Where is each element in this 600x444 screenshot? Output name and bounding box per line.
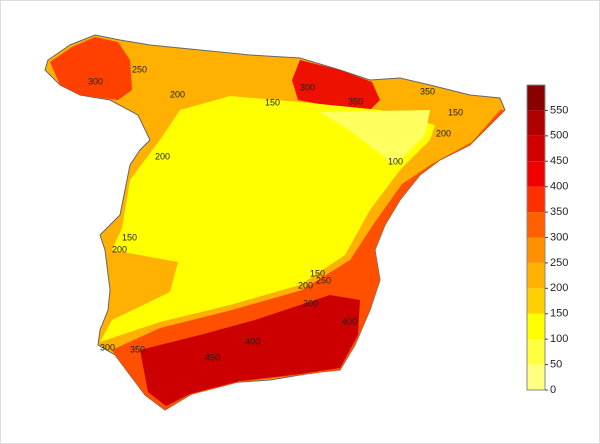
colorbar-box <box>527 364 545 390</box>
region-yellow <box>100 96 435 342</box>
colorbar-label: 550 <box>550 104 568 116</box>
colorbar-label: 300 <box>550 231 568 243</box>
region-south <box>140 295 360 406</box>
colorbar-label: 250 <box>550 257 568 269</box>
colorbar-box <box>527 237 545 263</box>
colorbar-label: 400 <box>550 181 568 193</box>
colorbar-label: 350 <box>550 206 568 218</box>
region-pale <box>320 110 430 165</box>
contour-label: 400 <box>245 336 260 346</box>
contour-label: 300 <box>100 342 115 352</box>
colorbar: 0 50 100 150 200 250 300 350 400 450 500 550 <box>526 84 568 396</box>
contour-label: 350 <box>420 86 435 96</box>
colorbar-box <box>527 339 545 365</box>
contour-label: 200 <box>112 244 127 254</box>
contour-label: 350 <box>130 344 145 354</box>
region-northwest <box>50 37 132 100</box>
contour-label: 200 <box>155 151 170 161</box>
colorbar-box <box>527 288 545 314</box>
colorbar-label: 100 <box>550 333 568 345</box>
colorbar-label: 0 <box>550 384 556 396</box>
colorbar-box <box>527 110 545 136</box>
contour-label: 200 <box>298 280 313 290</box>
contour-label: 350 <box>348 96 363 106</box>
colorbar-box <box>527 135 545 162</box>
spain-map <box>44 34 506 411</box>
region-north <box>292 60 380 112</box>
colorbar-box <box>527 186 545 213</box>
contour-label: 200 <box>170 89 185 99</box>
colorbar-label: 450 <box>550 155 568 167</box>
contour-label: 400 <box>342 316 357 326</box>
colorbar-label: 500 <box>550 130 568 142</box>
contour-label: 250 <box>316 275 331 285</box>
contour-label: 300 <box>88 76 103 86</box>
colorbar-box <box>527 262 545 289</box>
contour-label: 150 <box>122 232 137 242</box>
colorbar-box <box>527 313 545 340</box>
contour-label: 100 <box>388 156 403 166</box>
colorbar-box <box>527 85 545 111</box>
contour-label: 300 <box>303 298 318 308</box>
colorbar-label: 50 <box>550 358 562 370</box>
contour-label: 150 <box>265 97 280 107</box>
contour-labels: 300 250 200 200 150 300 350 350 150 200 … <box>88 64 463 362</box>
contour-label: 150 <box>310 268 325 278</box>
contour-label: 300 <box>300 82 315 92</box>
colorbar-box <box>527 161 545 187</box>
colorbar-label: 200 <box>550 282 568 294</box>
contour-label: 250 <box>132 64 147 74</box>
colorbar-box <box>527 212 545 238</box>
contour-label: 450 <box>205 352 220 362</box>
contour-label: 200 <box>436 128 451 138</box>
contour-label: 150 <box>448 107 463 117</box>
colorbar-label: 150 <box>550 308 568 320</box>
